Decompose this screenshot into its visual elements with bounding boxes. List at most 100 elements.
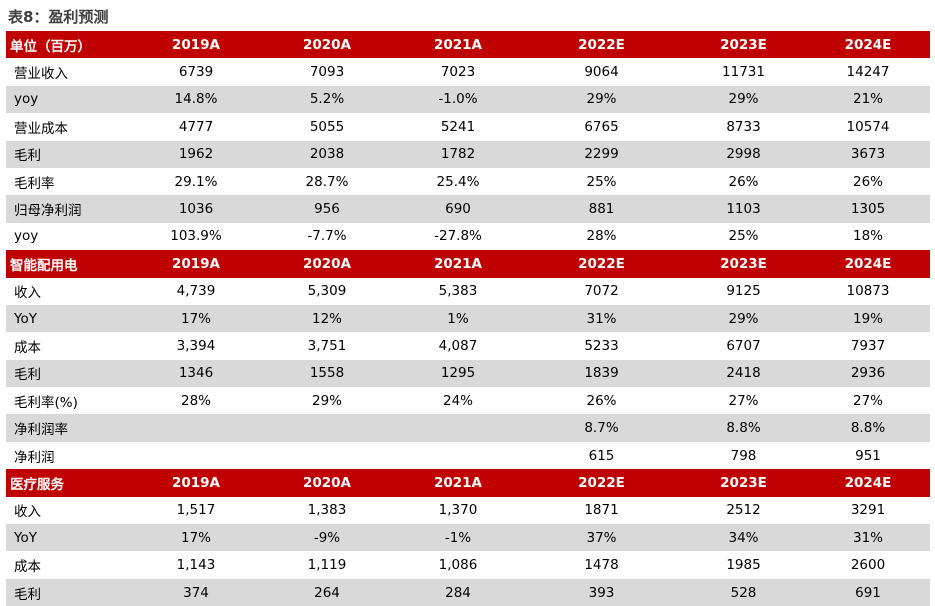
row-label: yoy	[6, 223, 132, 250]
table-cell: 2936	[806, 359, 930, 388]
table-cell: 3,751	[307, 337, 347, 354]
table-row: 成本 1,143 1,119 1,086 1478 1985 2600	[6, 551, 930, 578]
table-row: 毛利率(%) 28% 29% 24% 26% 27% 27%	[6, 387, 930, 414]
table-cell: 3291	[850, 502, 886, 519]
row-label: 毛利	[6, 140, 132, 168]
table-cell: 2512	[726, 502, 761, 519]
year-header: 2021A	[394, 250, 522, 278]
table-cell: 6707	[726, 337, 761, 354]
section-title: 智能配用电	[6, 250, 132, 278]
table-cell: 1346	[132, 359, 260, 388]
table-cell: 14247	[846, 64, 890, 81]
row-label-text: YoY	[14, 310, 37, 327]
table-cell: 9125	[726, 283, 761, 300]
year-header: 2024E	[806, 469, 930, 497]
table-cell: 3,394	[176, 337, 216, 354]
table-cell: -27.8%	[434, 228, 482, 245]
table-cell	[132, 442, 260, 469]
table-cell: 393	[522, 578, 681, 606]
table-cell: 5233	[584, 337, 619, 354]
section-title: 单位（百万）	[6, 31, 132, 59]
row-label-text: 毛利率(%)	[14, 394, 78, 411]
table-cell: 11731	[722, 64, 765, 81]
table-cell: 25%	[586, 173, 617, 190]
row-label-text: 净利润率	[14, 422, 68, 439]
table-row: 收入 1,517 1,383 1,370 1871 2512 3291	[6, 497, 930, 524]
table-row: yoy 103.9% -7.7% -27.8% 28% 25% 18%	[6, 223, 930, 250]
row-label-text: 成本	[14, 339, 41, 356]
table-cell: 34%	[681, 524, 806, 552]
table-cell: -1.0%	[394, 85, 522, 114]
table-cell: 7023	[440, 64, 476, 81]
year-header: 2023E	[681, 250, 806, 278]
table-cell	[260, 414, 394, 442]
table-cell: 5241	[440, 118, 476, 135]
row-label: 毛利	[6, 359, 132, 388]
table-cell: 5,309	[307, 283, 347, 300]
table-cell: 1478	[584, 557, 619, 574]
table-cell: 26%	[586, 392, 617, 409]
row-label-text: 毛利	[14, 148, 41, 165]
table-cell: 284	[394, 578, 522, 606]
table-cell: 528	[681, 578, 806, 606]
table-cell: 8733	[726, 118, 761, 135]
table-cell: 2299	[522, 140, 681, 168]
table-cell: 27%	[728, 392, 759, 409]
table-cell: 27%	[852, 392, 883, 409]
table-row: 毛利 374 264 284 393 528 691	[6, 578, 930, 606]
table-cell: 1962	[132, 140, 260, 168]
row-label-text: 毛利	[14, 586, 41, 603]
table-cell: 798	[730, 447, 757, 464]
row-label-text: 归母净利润	[14, 203, 82, 220]
table-cell: 691	[806, 578, 930, 606]
table-cell: 26%	[728, 173, 759, 190]
row-label-text: YoY	[14, 529, 37, 546]
table-cell: 264	[260, 578, 394, 606]
table-cell: 2998	[681, 140, 806, 168]
row-label-text: 净利润	[14, 449, 55, 466]
table-cell: 8.7%	[522, 414, 681, 442]
table-cell: 5.2%	[260, 85, 394, 114]
year-header: 2019A	[132, 250, 260, 278]
table-cell: 1,143	[176, 557, 216, 574]
table-cell: 1871	[584, 502, 619, 519]
row-label: 收入	[6, 278, 132, 305]
profit-forecast-table: 单位（百万） 2019A 2020A 2021A 2022E 2023E 2024E 营业收入…	[6, 31, 930, 606]
table-cell: 26%	[852, 173, 883, 190]
table-cell: 12%	[260, 304, 394, 333]
year-header: 2019A	[132, 469, 260, 497]
table-cell: 1,119	[307, 557, 347, 574]
year-header: 2022E	[522, 469, 681, 497]
table-cell: 6739	[178, 64, 214, 81]
table-cell: -1%	[394, 524, 522, 552]
row-label: 净利润率	[6, 414, 132, 442]
table-cell: 1985	[726, 557, 761, 574]
table-cell: 951	[855, 447, 881, 464]
table-cell: 2600	[850, 557, 886, 574]
table-cell: 10574	[846, 118, 890, 135]
table-cell: 29%	[681, 304, 806, 333]
table-cell: 28.7%	[305, 173, 349, 190]
table-cell: 7072	[584, 283, 619, 300]
table-row: 归母净利润 1036 956 690 881 1103 1305	[6, 195, 930, 223]
table-cell: 28%	[586, 228, 617, 245]
table-cell: 25.4%	[436, 173, 480, 190]
table-row: 营业成本 4777 5055 5241 6765 8733 10574	[6, 113, 930, 140]
table-cell: 374	[132, 578, 260, 606]
table-cell: 1558	[260, 359, 394, 388]
table-cell: 881	[522, 195, 681, 223]
table-cell: 1839	[522, 359, 681, 388]
table-row: 营业收入 6739 7093 7023 9064 11731 14247	[6, 58, 930, 85]
table-cell: 1782	[394, 140, 522, 168]
table-cell: 17%	[132, 524, 260, 552]
table-row: 毛利率 29.1% 28.7% 25.4% 25% 26% 26%	[6, 168, 930, 195]
table-cell: 29.1%	[174, 173, 218, 190]
table-body: 单位（百万） 2019A 2020A 2021A 2022E 2023E 2024E 营业收入…	[6, 31, 930, 606]
table-title: 表8：盈利预测	[8, 8, 109, 26]
table-cell: 8.8%	[806, 414, 930, 442]
table-cell: 1295	[394, 359, 522, 388]
table-cell: 2418	[681, 359, 806, 388]
table-cell	[394, 442, 522, 469]
table-cell: 1103	[681, 195, 806, 223]
table-cell: 10873	[846, 283, 890, 300]
